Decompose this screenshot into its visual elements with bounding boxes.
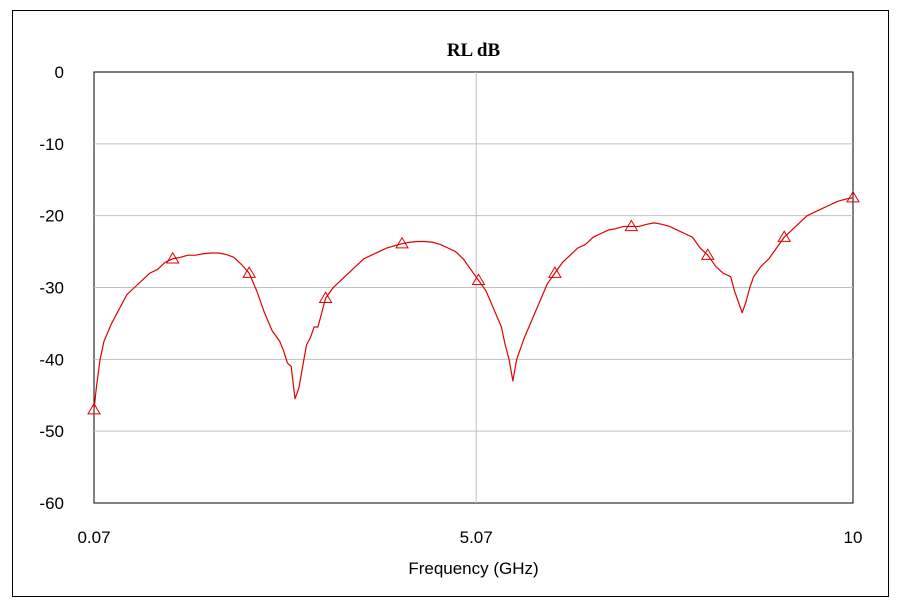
- series-line: [93, 197, 854, 410]
- x-axis-label: Frequency (GHz): [408, 559, 538, 578]
- y-tick-label: -20: [39, 207, 64, 226]
- y-tick-label: -30: [39, 279, 64, 298]
- series-marker: [846, 190, 860, 203]
- series-marker: [471, 273, 486, 286]
- series-marker: [548, 266, 562, 278]
- y-tick-label: -60: [39, 494, 64, 513]
- y-tick-label: -50: [39, 422, 64, 441]
- chart-title: RL dB: [447, 40, 501, 61]
- series-marker: [242, 266, 257, 278]
- series-marker: [777, 230, 792, 242]
- series-marker: [165, 251, 180, 264]
- series-marker: [624, 219, 639, 232]
- y-tick-label: -10: [39, 135, 64, 154]
- series-marker: [318, 291, 333, 303]
- series-marker: [395, 236, 409, 249]
- series-marker: [700, 248, 715, 260]
- series-marker: [87, 402, 101, 415]
- y-tick-label: -40: [39, 350, 64, 369]
- x-tick-label: 5.07: [460, 528, 493, 547]
- y-tick-label: 0: [55, 63, 64, 82]
- x-tick-label: 0.07: [77, 528, 110, 547]
- x-tick-label: 10: [844, 528, 863, 547]
